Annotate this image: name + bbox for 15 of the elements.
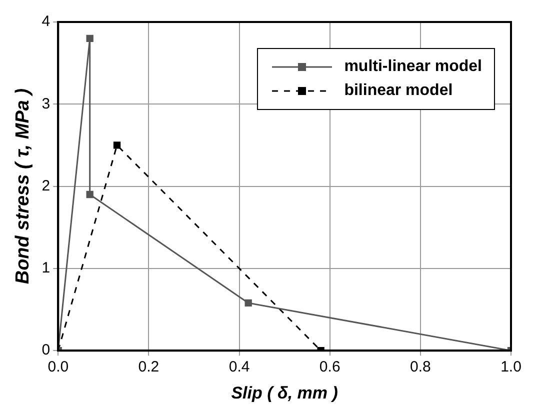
x-tick-label: 0.0 — [48, 358, 69, 376]
x-tick-label: 0.6 — [319, 358, 340, 376]
legend-label: bilinear model — [344, 81, 453, 101]
legend-label: multi-linear model — [344, 57, 482, 77]
y-tick-label: 0 — [42, 342, 50, 359]
y-tick-label: 1 — [42, 260, 50, 277]
x-tick-label: 0.4 — [228, 358, 250, 376]
y-axis-title: Bond stress ( τ, MPa ) — [12, 88, 34, 284]
y-tick-label: 2 — [42, 177, 50, 194]
y-tick-label: 3 — [42, 95, 50, 112]
x-tick-label: 0.8 — [410, 358, 431, 376]
x-tick-label: 1.0 — [500, 358, 522, 376]
x-tick-label: 0.2 — [138, 358, 160, 376]
x-axis-title: Slip ( δ, mm ) — [231, 383, 338, 402]
y-tick-label: 4 — [42, 13, 50, 30]
